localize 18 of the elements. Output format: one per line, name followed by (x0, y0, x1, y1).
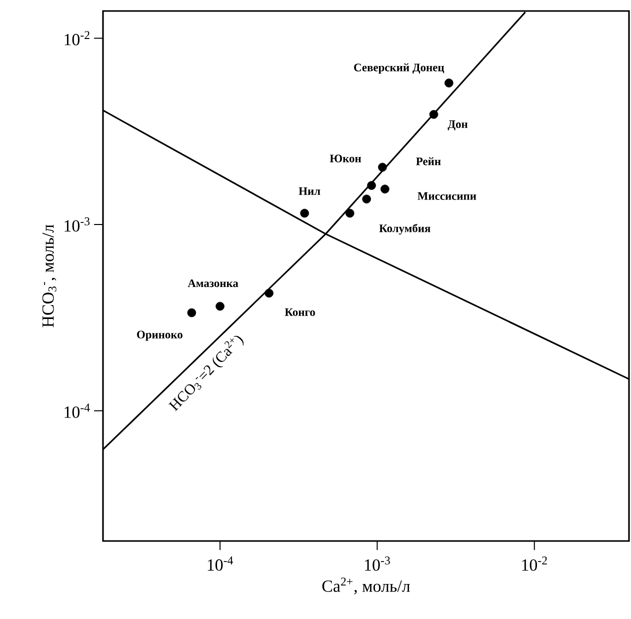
annotation: Рейн (416, 157, 441, 166)
annotation: Конго (284, 308, 315, 316)
y-tick-label: 10$^{-2}$ (64, 31, 90, 46)
annotation: Дон (448, 120, 468, 130)
y-tick-label: 10$^{-3}$ (64, 217, 90, 232)
annotation: Колумбия (379, 224, 430, 235)
annotation: Миссисипи (418, 192, 476, 200)
y-tick-label: 10$^{-4}$ (64, 404, 90, 418)
annotation: Нил (298, 187, 320, 196)
x-tick-label: 10$^{-4}$ (208, 556, 234, 571)
x-tick-label: 10$^{-2}$ (522, 556, 547, 571)
y-axis-title: HCO$_{3}$$^{-}$, моль/л (42, 224, 56, 328)
annotation: Ориноко (137, 330, 182, 341)
annotation: Амазонка (188, 279, 238, 288)
annotation: Северский Донец (354, 63, 444, 74)
x-tick-label: 10$^{-3}$ (365, 556, 390, 571)
x-axis-title: Ca$^{2+}$, моль/л (322, 578, 410, 594)
annotation: Юкон (330, 154, 362, 162)
